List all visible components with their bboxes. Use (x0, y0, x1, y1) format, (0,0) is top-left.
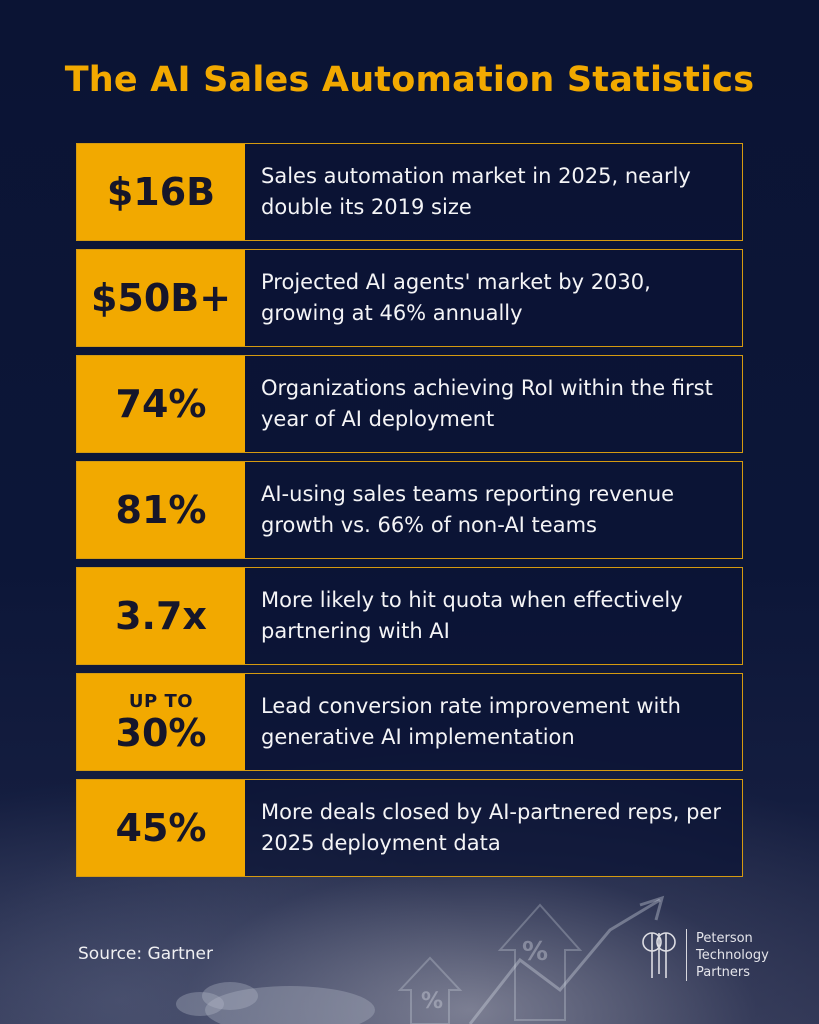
brand-name-line: Partners (696, 964, 751, 980)
source-note: Source: Gartner (78, 944, 213, 964)
brand-name-line: Peterson (696, 930, 753, 946)
stat-row: 74% Organizations achieving RoI within t… (76, 355, 743, 453)
stat-description: Projected AI agents' market by 2030, gro… (261, 270, 651, 325)
stat-value: $16B (106, 170, 216, 214)
stat-value: 81% (115, 488, 207, 532)
stat-description: Organizations achieving RoI within the f… (261, 376, 713, 431)
stat-value: $50B+ (90, 276, 232, 320)
stat-value-box: 3.7x (77, 568, 245, 664)
stat-prefix: UP TO (128, 690, 194, 712)
stat-description: Lead conversion rate improvement with ge… (261, 694, 681, 749)
brand-logo: Peterson Technology Partners (641, 928, 769, 982)
peterson-monogram-icon (642, 932, 676, 978)
stat-description: AI-using sales teams reporting revenue g… (261, 482, 675, 537)
stat-value-box: UP TO 30% (77, 674, 245, 770)
stat-description: More deals closed by AI-partnered reps, … (261, 800, 721, 855)
stat-value-box: 45% (77, 780, 245, 876)
stat-row: UP TO 30% Lead conversion rate improveme… (76, 673, 743, 771)
stat-row: $16B Sales automation market in 2025, ne… (76, 143, 743, 241)
stat-row: 81% AI-using sales teams reporting reven… (76, 461, 743, 559)
page-title: The AI Sales Automation Statistics (64, 60, 755, 100)
stat-value: 3.7x (115, 594, 207, 638)
stat-row: $50B+ Projected AI agents' market by 203… (76, 249, 743, 347)
stat-value: 74% (115, 382, 207, 426)
stat-row: 3.7x More likely to hit quota when effec… (76, 567, 743, 665)
stat-value: 45% (115, 806, 207, 850)
stat-value-box: 74% (77, 356, 245, 452)
stat-value-box: $50B+ (77, 250, 245, 346)
brand-name: Peterson Technology Partners (696, 930, 769, 981)
brand-name-line: Technology (696, 947, 769, 963)
stat-value-box: 81% (77, 462, 245, 558)
stat-value-box: $16B (77, 144, 245, 240)
stats-list: $16B Sales automation market in 2025, ne… (76, 143, 743, 885)
stat-description: Sales automation market in 2025, nearly … (261, 164, 691, 219)
stat-value: 30% (115, 710, 207, 755)
stat-description: More likely to hit quota when effectivel… (261, 588, 683, 643)
stat-row: 45% More deals closed by AI-partnered re… (76, 779, 743, 877)
brand-divider (686, 929, 687, 981)
